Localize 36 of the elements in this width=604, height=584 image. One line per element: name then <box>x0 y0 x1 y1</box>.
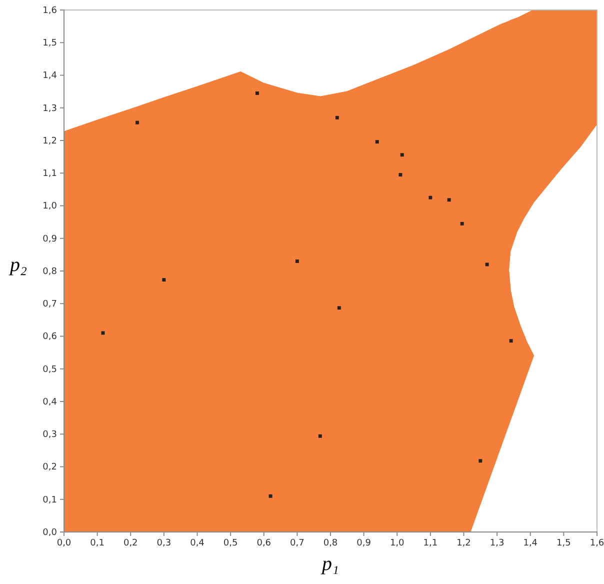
x-tick-label: 1,6 <box>590 538 604 548</box>
x-tick-label: 1,3 <box>490 538 504 548</box>
x-tick-label: 1,4 <box>523 538 538 548</box>
x-axis-title: p₁ <box>320 553 339 575</box>
x-tick-label: 0,6 <box>256 538 272 548</box>
y-tick-label: 0,2 <box>42 462 57 473</box>
x-tick-label: 1,5 <box>556 538 571 548</box>
y-tick-label: 0,1 <box>42 495 57 506</box>
y-tick-label: 0,9 <box>42 234 58 244</box>
y-tick-label: 1,3 <box>42 104 57 114</box>
y-axis-title: p₂ <box>8 254 27 276</box>
x-tick-label: 0,5 <box>223 538 238 548</box>
x-tick-label: 0,1 <box>90 538 104 548</box>
y-tick-label: 1,1 <box>42 169 57 180</box>
y-tick-label: 0,0 <box>42 528 58 538</box>
x-tick-label: 1,2 <box>456 538 471 548</box>
y-tick-label: 1,6 <box>42 6 58 16</box>
y-tick-label: 1,4 <box>42 71 58 82</box>
x-tick-label: 0,4 <box>190 538 205 548</box>
y-tick-label: 1,5 <box>42 38 57 49</box>
y-tick-label: 1,2 <box>42 136 57 146</box>
x-tick-label: 0,2 <box>123 538 138 548</box>
y-tick-label: 0,4 <box>42 397 58 408</box>
y-tick-label: 0,5 <box>42 364 57 375</box>
x-tick-label: 1,0 <box>390 538 405 548</box>
x-tick-label: 0,7 <box>290 538 304 548</box>
x-tick-label: 0,8 <box>323 538 338 548</box>
y-tick-label: 1,0 <box>42 202 58 212</box>
y-tick-label: 0,6 <box>42 332 58 342</box>
x-tick-label: 0,9 <box>356 538 372 548</box>
y-tick-label: 0,3 <box>42 430 57 440</box>
x-tick-label: 1,1 <box>423 538 438 548</box>
x-tick-label: 0,3 <box>156 538 172 548</box>
x-tick-label: 0,0 <box>56 538 72 548</box>
y-tick-label: 0,7 <box>42 300 57 310</box>
y-tick-label: 0,8 <box>42 266 58 277</box>
